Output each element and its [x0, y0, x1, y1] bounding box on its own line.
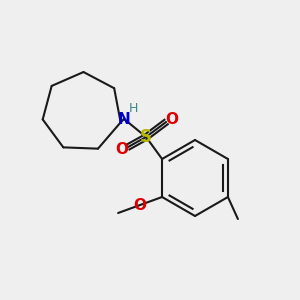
Text: O: O: [116, 142, 129, 157]
Text: N: N: [118, 112, 130, 127]
Text: O: O: [134, 197, 147, 212]
Text: H: H: [128, 103, 138, 116]
Text: O: O: [166, 112, 178, 128]
Text: S: S: [140, 128, 152, 146]
